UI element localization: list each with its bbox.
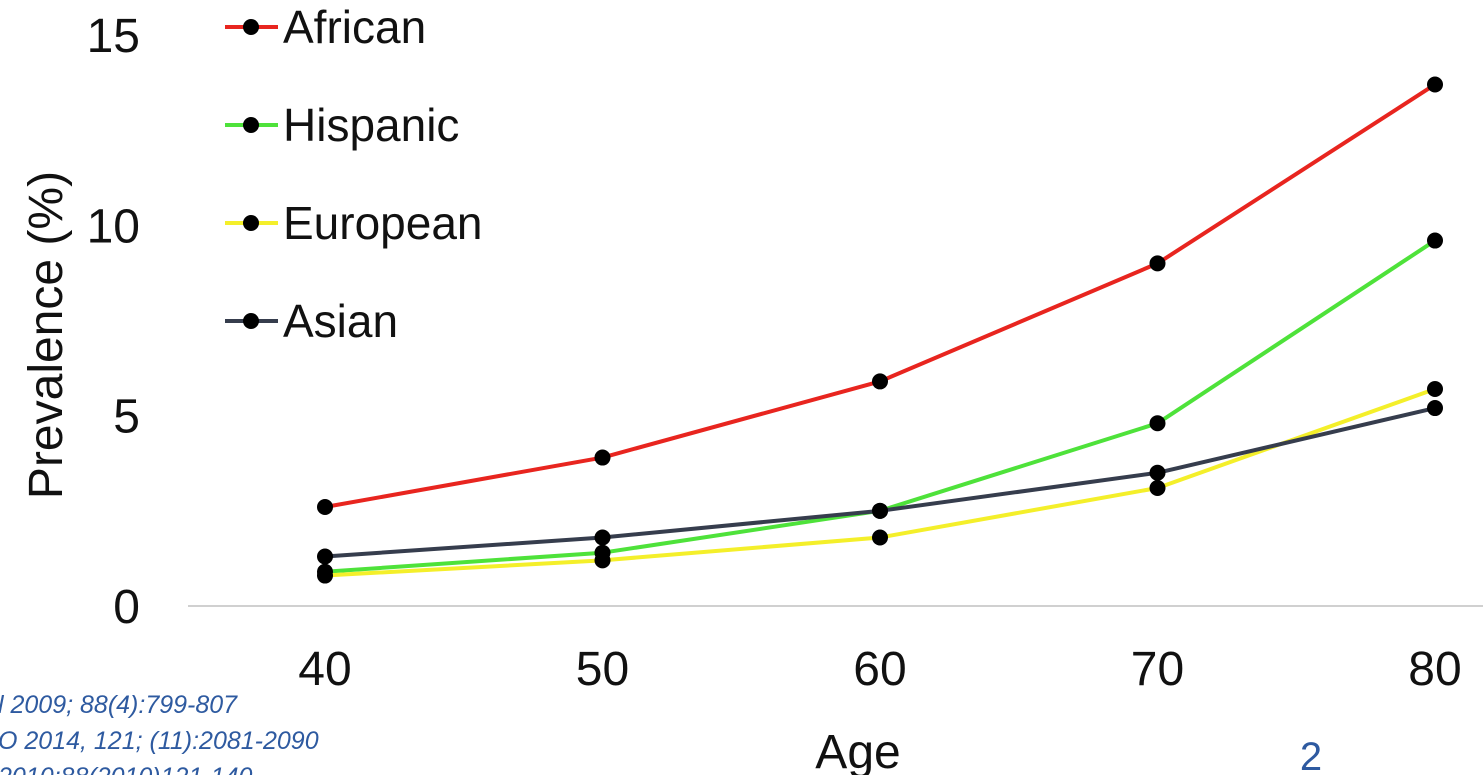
data-point-hispanic bbox=[1427, 232, 1443, 249]
x-axis-ticks: 40 50 60 70 80 bbox=[298, 643, 1461, 696]
y-axis-title: Prevalence (%) bbox=[20, 171, 73, 499]
legend-marker-african bbox=[243, 19, 259, 35]
series-hispanic bbox=[317, 232, 1443, 580]
legend-item-hispanic: Hispanic bbox=[225, 99, 459, 151]
series-line-hispanic bbox=[324, 238, 1437, 574]
series-european bbox=[317, 381, 1443, 584]
data-point-european bbox=[594, 552, 611, 569]
x-tick-label: 60 bbox=[853, 643, 906, 696]
series-line-european bbox=[324, 387, 1436, 578]
data-point-asian bbox=[317, 548, 333, 565]
data-point-african bbox=[872, 373, 888, 390]
legend-label-african: African bbox=[283, 1, 426, 53]
reference-line-2: O 2014, 121; (11):2081-2090 bbox=[0, 727, 319, 755]
data-point-european bbox=[872, 529, 888, 546]
y-tick-label: 10 bbox=[87, 200, 140, 253]
legend-item-european: European bbox=[225, 197, 483, 249]
series-asian bbox=[317, 400, 1443, 565]
y-axis-label: Prevalence (%) bbox=[20, 171, 73, 499]
data-point-european bbox=[317, 567, 333, 584]
y-axis-ticks: 0 5 10 15 bbox=[87, 10, 140, 634]
data-point-african bbox=[1427, 76, 1443, 93]
y-tick-label: 0 bbox=[113, 581, 140, 634]
data-point-european bbox=[1149, 479, 1166, 496]
y-tick-label: 15 bbox=[87, 10, 140, 63]
data-point-asian bbox=[872, 502, 888, 519]
legend-marker-european bbox=[243, 215, 259, 231]
legend-marker-asian bbox=[243, 313, 259, 329]
legend-label-hispanic: Hispanic bbox=[283, 99, 459, 151]
legend-marker-hispanic bbox=[243, 117, 259, 133]
series-layer bbox=[317, 76, 1443, 584]
x-tick-label: 70 bbox=[1131, 643, 1184, 696]
legend-label-asian: Asian bbox=[283, 295, 398, 347]
x-tick-label: 50 bbox=[576, 643, 629, 696]
data-point-asian bbox=[1149, 464, 1166, 481]
legend-item-african: African bbox=[225, 1, 426, 53]
reference-citations: l 2009; 88(4):799-807 O 2014, 121; (11):… bbox=[0, 691, 319, 775]
y-tick-label: 5 bbox=[113, 391, 140, 444]
legend-label-european: European bbox=[283, 197, 483, 249]
x-tick-label: 40 bbox=[298, 643, 351, 696]
reference-line-3: 2010;88(2010)121-140 bbox=[0, 763, 252, 775]
reference-line-1: l 2009; 88(4):799-807 bbox=[0, 691, 238, 719]
slide-page-number: 2 bbox=[1300, 735, 1322, 775]
x-tick-label: 80 bbox=[1408, 643, 1461, 696]
legend-item-asian: Asian bbox=[225, 295, 398, 347]
data-point-asian bbox=[1427, 400, 1443, 417]
data-point-european bbox=[1427, 381, 1443, 398]
data-point-hispanic bbox=[1149, 415, 1166, 432]
x-axis-label: Age bbox=[815, 726, 900, 775]
series-line-african bbox=[324, 82, 1437, 509]
data-point-african bbox=[1149, 255, 1166, 272]
data-point-african bbox=[594, 449, 611, 466]
data-point-african bbox=[317, 499, 333, 516]
data-point-asian bbox=[594, 529, 611, 546]
legend: African Hispanic European Asian bbox=[225, 1, 483, 347]
series-african bbox=[317, 76, 1443, 516]
